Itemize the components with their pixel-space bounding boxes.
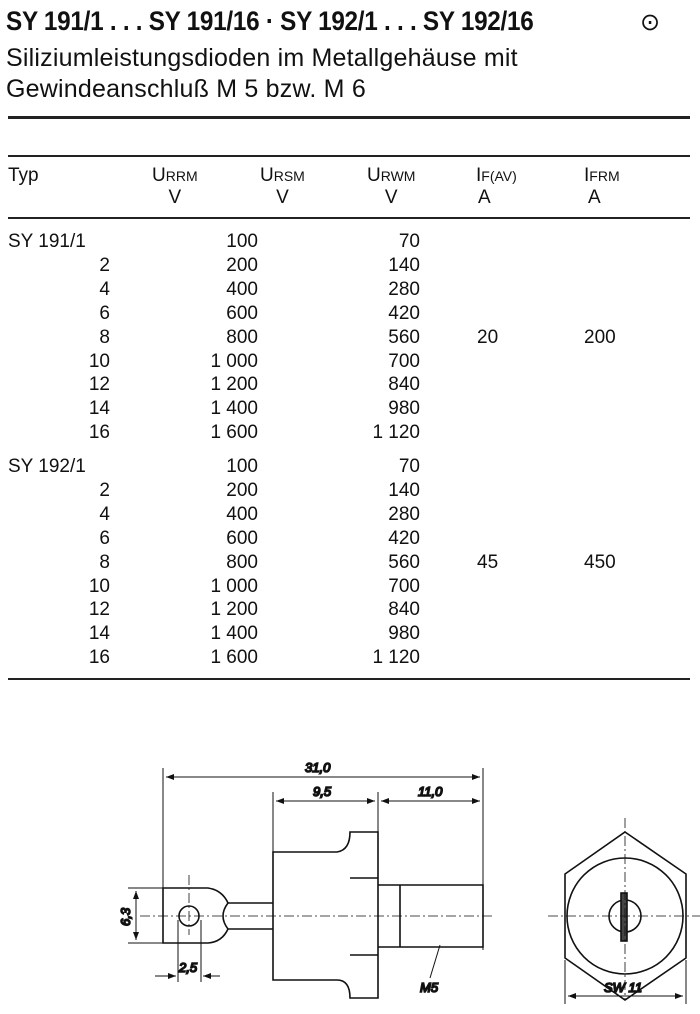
cell-if-av: 20 bbox=[477, 326, 499, 348]
cell-urrm: 200 bbox=[226, 254, 258, 276]
column-label: U bbox=[152, 165, 166, 186]
table-bottom-rule bbox=[8, 678, 690, 680]
cell-urrm: 1 600 bbox=[210, 647, 258, 669]
cell-typ: 6 bbox=[99, 302, 110, 324]
cell-typ: SY 192/1 bbox=[8, 456, 86, 477]
cell-urwm: 140 bbox=[388, 479, 420, 501]
column-header-typ: Typ bbox=[8, 165, 39, 187]
cell-typ: 14 bbox=[88, 398, 110, 420]
hex-size-label: SW 11 bbox=[604, 980, 642, 995]
column-subscript: RWM bbox=[380, 168, 416, 184]
dim-hole-diameter: 2,5 bbox=[178, 960, 198, 975]
column-label: Typ bbox=[8, 165, 39, 186]
column-subscript: FRM bbox=[589, 168, 620, 184]
column-unit: A bbox=[478, 187, 491, 208]
cell-typ: 10 bbox=[88, 350, 110, 372]
cell-urrm: 600 bbox=[226, 527, 258, 549]
cell-urwm: 140 bbox=[388, 254, 420, 276]
subtitle-line-2: Gewindeanschluß M 5 bzw. M 6 bbox=[6, 75, 366, 103]
cell-typ: 16 bbox=[88, 422, 110, 444]
cell-typ: 2 bbox=[99, 479, 110, 501]
column-label: U bbox=[260, 165, 274, 186]
cell-typ: 8 bbox=[99, 326, 110, 348]
column-label: U bbox=[367, 165, 381, 186]
cell-urwm: 980 bbox=[388, 623, 420, 645]
column-header-ifrm: IFRM A bbox=[584, 165, 620, 209]
cell-typ: 4 bbox=[99, 503, 110, 525]
cell-urwm: 70 bbox=[398, 456, 420, 477]
cell-if-av: 45 bbox=[477, 551, 499, 573]
column-subscript: RSM bbox=[273, 168, 305, 184]
cell-typ: 2 bbox=[99, 254, 110, 276]
cell-urrm: 400 bbox=[226, 503, 258, 525]
thread-label: M5 bbox=[420, 980, 439, 995]
cell-urrm: 800 bbox=[226, 326, 258, 348]
cell-typ: 12 bbox=[88, 374, 110, 396]
cell-urrm: 1 000 bbox=[210, 575, 258, 597]
cell-urwm: 840 bbox=[388, 599, 420, 621]
page-title: SY 191/1 . . . SY 191/16 · SY 192/1 . . … bbox=[6, 6, 534, 36]
cell-urwm: 1 120 bbox=[372, 647, 420, 669]
cell-urwm: 980 bbox=[388, 398, 420, 420]
cell-urwm: 1 120 bbox=[372, 422, 420, 444]
dim-tab-height: 6,3 bbox=[118, 907, 133, 926]
column-subscript: F(AV) bbox=[481, 168, 517, 184]
column-header-ifav: IF(AV) A bbox=[476, 165, 517, 209]
cell-urrm: 400 bbox=[226, 278, 258, 300]
dimension-arrows bbox=[133, 774, 683, 999]
column-label: I bbox=[476, 165, 482, 186]
cell-typ: 14 bbox=[88, 623, 110, 645]
column-subscript: RRM bbox=[165, 168, 198, 184]
cell-urrm: 1 600 bbox=[210, 422, 258, 444]
cell-typ: 10 bbox=[88, 575, 110, 597]
cell-urwm: 420 bbox=[388, 527, 420, 549]
column-unit: V bbox=[384, 187, 398, 208]
dim-total-length: 31,0 bbox=[305, 760, 331, 775]
column-header-ursm: URSM V bbox=[260, 165, 305, 209]
cell-urwm: 560 bbox=[388, 326, 420, 348]
cell-urrm: 1 000 bbox=[210, 350, 258, 372]
cell-urrm: 1 200 bbox=[210, 374, 258, 396]
cell-urwm: 280 bbox=[388, 278, 420, 300]
cell-urwm: 700 bbox=[388, 350, 420, 372]
cell-urwm: 560 bbox=[388, 551, 420, 573]
cell-typ: 12 bbox=[88, 599, 110, 621]
cell-urrm: 1 200 bbox=[210, 599, 258, 621]
cell-urrm: 600 bbox=[226, 302, 258, 324]
cell-typ: 4 bbox=[99, 278, 110, 300]
table-top-rule bbox=[8, 155, 690, 157]
cell-urwm: 840 bbox=[388, 374, 420, 396]
cell-typ: SY 191/1 bbox=[8, 231, 86, 252]
dimension-lines bbox=[128, 768, 687, 1004]
column-unit: V bbox=[276, 187, 289, 208]
cell-urrm: 100 bbox=[226, 456, 258, 477]
cell-urrm: 1 400 bbox=[210, 398, 258, 420]
column-header-urwm: URWM V bbox=[367, 165, 415, 209]
column-header-urrm: URRM V bbox=[152, 165, 198, 209]
cell-urwm: 420 bbox=[388, 302, 420, 324]
cell-typ: 16 bbox=[88, 647, 110, 669]
cell-urwm: 700 bbox=[388, 575, 420, 597]
column-unit: V bbox=[168, 187, 182, 208]
package-symbol-icon: ⊙ bbox=[640, 9, 661, 36]
column-label: I bbox=[584, 165, 590, 186]
cell-ifrm: 450 bbox=[584, 551, 616, 573]
cell-urrm: 100 bbox=[226, 231, 258, 252]
cell-urrm: 800 bbox=[226, 551, 258, 573]
dim-body-length: 9,5 bbox=[313, 784, 332, 799]
cell-urwm: 280 bbox=[388, 503, 420, 525]
cell-urrm: 200 bbox=[226, 479, 258, 501]
cell-urwm: 70 bbox=[398, 231, 420, 252]
center-lines bbox=[140, 818, 700, 1000]
subtitle-line-1: Siliziumleistungsdioden im Metallgehäuse… bbox=[6, 44, 518, 72]
cell-ifrm: 200 bbox=[584, 326, 616, 348]
cell-typ: 8 bbox=[99, 551, 110, 573]
title-divider bbox=[8, 116, 690, 119]
dim-thread-length: 11,0 bbox=[418, 784, 443, 799]
table-header-rule bbox=[8, 217, 690, 219]
cell-typ: 6 bbox=[99, 527, 110, 549]
column-unit: A bbox=[588, 187, 601, 208]
cell-urrm: 1 400 bbox=[210, 623, 258, 645]
